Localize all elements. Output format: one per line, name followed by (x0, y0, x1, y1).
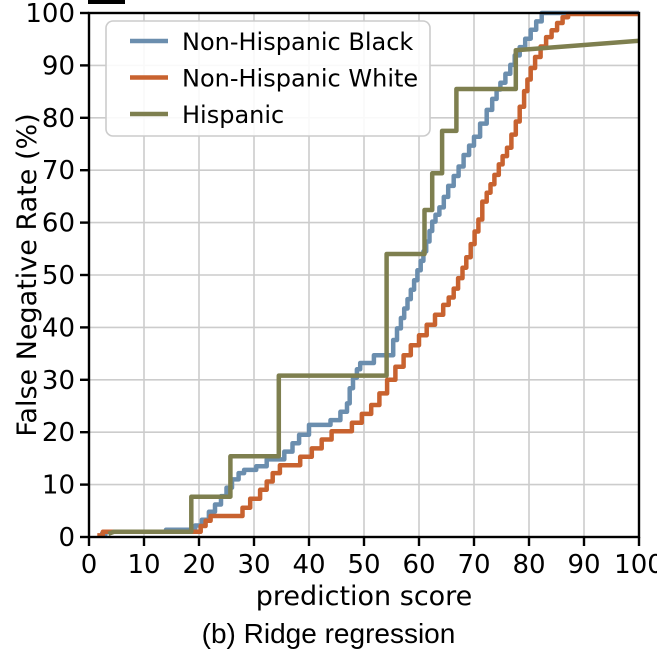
chart-svg: 0 10 20 30 40 50 60 70 80 90 100 0 10 20 30 40 50 60 70 80 9… (12, 0, 657, 612)
x-tick-label: 10 (127, 550, 160, 580)
x-tick-label: 30 (237, 550, 270, 580)
x-tick-label: 0 (81, 550, 98, 580)
y-tick-label: 70 (42, 156, 75, 186)
legend-label-hispanic: Hispanic (182, 101, 284, 129)
y-tick-label: 0 (58, 523, 75, 553)
crop-artifact (88, 0, 125, 4)
y-tick-label: 100 (25, 0, 75, 29)
y-tick-label: 40 (42, 313, 75, 343)
legend: Non-Hispanic Black Non-Hispanic White Hisp… (105, 20, 431, 137)
y-tick-label: 50 (42, 261, 75, 291)
x-tick-label: 90 (567, 550, 600, 580)
x-tick-label: 40 (292, 550, 325, 580)
legend-label-non-hispanic-white: Non-Hispanic White (182, 65, 418, 93)
y-tick-label: 20 (42, 418, 75, 448)
y-tick-label: 30 (42, 366, 75, 396)
y-tick-label: 90 (42, 51, 75, 81)
curve-non-hispanic-white (97, 11, 639, 538)
figure-caption: (b) Ridge regression (201, 618, 456, 649)
x-tick-label: 20 (182, 550, 215, 580)
legend-box (105, 20, 431, 137)
x-tick-label: 60 (402, 550, 435, 580)
y-tick-label: 60 (42, 209, 75, 239)
x-tick-label: 80 (512, 550, 545, 580)
curve-non-hispanic-black (100, 10, 639, 537)
y-tick-label: 80 (42, 104, 75, 134)
x-tick-label: 100 (614, 550, 657, 580)
y-axis-label: False Negative Rate (%) (12, 113, 43, 436)
x-tick-label: 70 (457, 550, 490, 580)
y-tick-label: 10 (42, 471, 75, 501)
x-axis-label: prediction score (256, 581, 473, 612)
curve-hispanic (107, 38, 640, 537)
legend-label-non-hispanic-black: Non-Hispanic Black (182, 28, 413, 56)
x-tick-label: 50 (347, 550, 380, 580)
